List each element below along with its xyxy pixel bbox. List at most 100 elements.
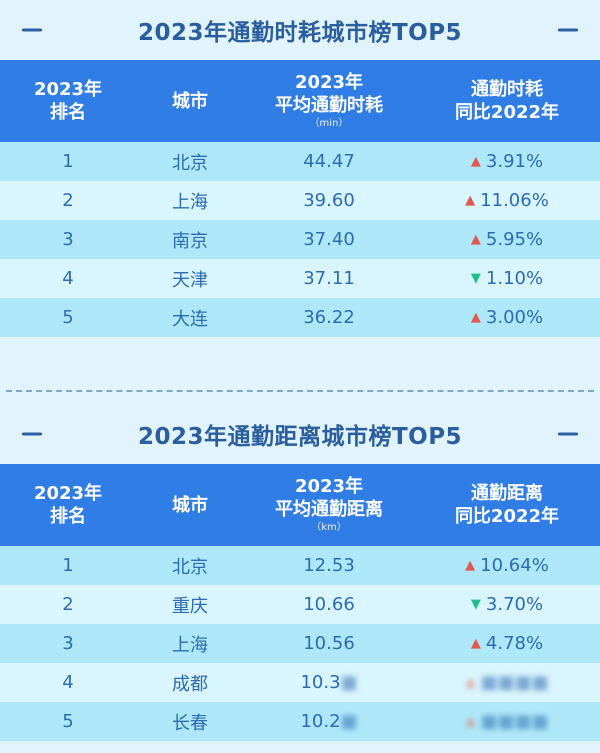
value-cell: 36.22 — [303, 307, 355, 328]
rank-cell: 3 — [62, 229, 74, 250]
header-change: 通勤时耗 同比2022年 — [414, 78, 600, 124]
city-cell: 北京 — [172, 152, 208, 174]
table-body: 1 北京 44.47 ▲ 3.91% 2 上海 39.60 ▲ 11.06% 3 — [0, 142, 600, 337]
arrow-up-icon: ▲ — [465, 714, 476, 729]
header-value-unit: （min） — [309, 118, 349, 129]
header-city-label: 城市 — [172, 90, 208, 112]
header-rank-year: 2023年 — [33, 483, 103, 504]
table-row: 5 长春 10.2■ ▲ ■■■■ — [0, 702, 600, 741]
section-title: 2023年通勤距离城市榜TOP5 — [137, 424, 463, 450]
city-cell: 上海 — [172, 191, 208, 213]
header-value: 2023年 平均通勤距离 （km） — [244, 475, 414, 535]
commute-time-section: 2023年通勤时耗城市榜TOP5 2023年 排名 城市 2023年 平均通勤时… — [0, 0, 600, 337]
arrow-down-icon: ▼ — [470, 271, 481, 286]
section-title-bar: 2023年通勤距离城市榜TOP5 — [0, 404, 600, 464]
rank-cell: 3 — [62, 633, 74, 654]
change-cell: ▲ 4.78% — [414, 633, 600, 654]
value-cell: 10.2■ — [244, 711, 414, 732]
arrow-up-icon: ▲ — [465, 558, 476, 573]
header-city: 城市 — [136, 90, 244, 113]
change-value: 5.95% — [485, 229, 544, 250]
value-cell: 10.66 — [303, 594, 355, 615]
value-cell: 37.11 — [303, 268, 355, 289]
table-header: 2023年 排名 城市 2023年 平均通勤距离 （km） 通勤距离 同比202… — [0, 464, 600, 546]
value-cell: 10.3■ — [244, 672, 414, 693]
change-value: 10.64% — [480, 555, 549, 576]
arrow-up-icon: ▲ — [470, 310, 481, 325]
rank-cell: 5 — [62, 307, 74, 328]
arrow-up-icon: ▲ — [470, 232, 481, 247]
header-city-label: 城市 — [172, 494, 208, 516]
rank-cell: 4 — [62, 672, 74, 693]
title-dash-right — [558, 28, 578, 32]
value-text: 10.2 — [300, 711, 341, 732]
table-row: 5 大连 36.22 ▲ 3.00% — [0, 298, 600, 337]
city-cell: 北京 — [172, 556, 208, 578]
header-rank-year: 2023年 — [33, 79, 103, 100]
blurred-change: ■■■■ — [480, 711, 549, 732]
rank-cell: 4 — [62, 268, 74, 289]
change-cell: ▲ 3.91% — [414, 151, 600, 172]
value-cell: 44.47 — [303, 151, 355, 172]
header-change: 通勤距离 同比2022年 — [414, 482, 600, 528]
city-cell: 重庆 — [172, 595, 208, 617]
commute-distance-section: 2023年通勤距离城市榜TOP5 2023年 排名 城市 2023年 平均通勤距… — [0, 404, 600, 753]
change-cell-blurred: ▲ ■■■■ — [414, 711, 600, 732]
header-rank: 2023年 排名 — [0, 482, 136, 528]
header-rank-label: 排名 — [50, 102, 86, 123]
table-row: 1 北京 44.47 ▲ 3.91% — [0, 142, 600, 181]
rank-cell: 5 — [62, 711, 74, 732]
table-row: 4 成都 10.3■ ▲ ■■■■ — [0, 663, 600, 702]
change-cell: ▲ 3.00% — [414, 307, 600, 328]
rank-cell: 1 — [62, 151, 74, 172]
header-change-label: 通勤距离 — [471, 483, 543, 504]
change-cell: ▲ 10.64% — [414, 555, 600, 576]
section-title: 2023年通勤时耗城市榜TOP5 — [137, 20, 463, 46]
table-row: 3 上海 10.56 ▲ 4.78% — [0, 624, 600, 663]
city-cell: 成都 — [172, 673, 208, 695]
header-value-unit: （km） — [311, 522, 347, 533]
change-value: 3.70% — [485, 594, 544, 615]
change-value: 3.00% — [485, 307, 544, 328]
change-value: 11.06% — [480, 190, 549, 211]
change-value: 3.91% — [485, 151, 544, 172]
table-row: 4 天津 37.11 ▼ 1.10% — [0, 259, 600, 298]
title-dash-right — [558, 432, 578, 436]
header-value: 2023年 平均通勤时耗 （min） — [244, 71, 414, 131]
value-cell: 39.60 — [303, 190, 355, 211]
table-row: 2 重庆 10.66 ▼ 3.70% — [0, 585, 600, 624]
value-cell: 37.40 — [303, 229, 355, 250]
change-value: 4.78% — [485, 633, 544, 654]
header-change-label: 通勤时耗 — [471, 79, 543, 100]
dashed-divider — [6, 390, 594, 392]
table-body: 1 北京 12.53 ▲ 10.64% 2 重庆 10.66 ▼ 3.70% 3 — [0, 546, 600, 741]
table-header: 2023年 排名 城市 2023年 平均通勤时耗 （min） 通勤时耗 同比20… — [0, 60, 600, 142]
rank-cell: 2 — [62, 190, 74, 211]
table-row: 2 上海 39.60 ▲ 11.06% — [0, 181, 600, 220]
section-title-bar: 2023年通勤时耗城市榜TOP5 — [0, 0, 600, 60]
change-cell: ▲ 5.95% — [414, 229, 600, 250]
header-value-label: 平均通勤距离 — [275, 499, 383, 520]
header-rank: 2023年 排名 — [0, 78, 136, 124]
header-value-year: 2023年 — [294, 72, 364, 93]
header-value-label: 平均通勤时耗 — [275, 95, 383, 116]
header-value-year: 2023年 — [294, 476, 364, 497]
arrow-down-icon: ▼ — [470, 597, 481, 612]
change-cell: ▼ 3.70% — [414, 594, 600, 615]
arrow-up-icon: ▲ — [465, 675, 476, 690]
city-cell: 天津 — [172, 269, 208, 291]
blurred-change: ■■■■ — [480, 672, 549, 693]
blurred-digit: ■ — [340, 672, 358, 693]
change-cell: ▼ 1.10% — [414, 268, 600, 289]
table-row: 1 北京 12.53 ▲ 10.64% — [0, 546, 600, 585]
arrow-up-icon: ▲ — [470, 154, 481, 169]
table-row: 3 南京 37.40 ▲ 5.95% — [0, 220, 600, 259]
arrow-up-icon: ▲ — [465, 193, 476, 208]
value-cell: 12.53 — [303, 555, 355, 576]
city-cell: 南京 — [172, 230, 208, 252]
header-city: 城市 — [136, 494, 244, 517]
city-cell: 上海 — [172, 634, 208, 656]
change-value: 1.10% — [485, 268, 544, 289]
header-change-compare: 同比2022年 — [454, 506, 560, 527]
